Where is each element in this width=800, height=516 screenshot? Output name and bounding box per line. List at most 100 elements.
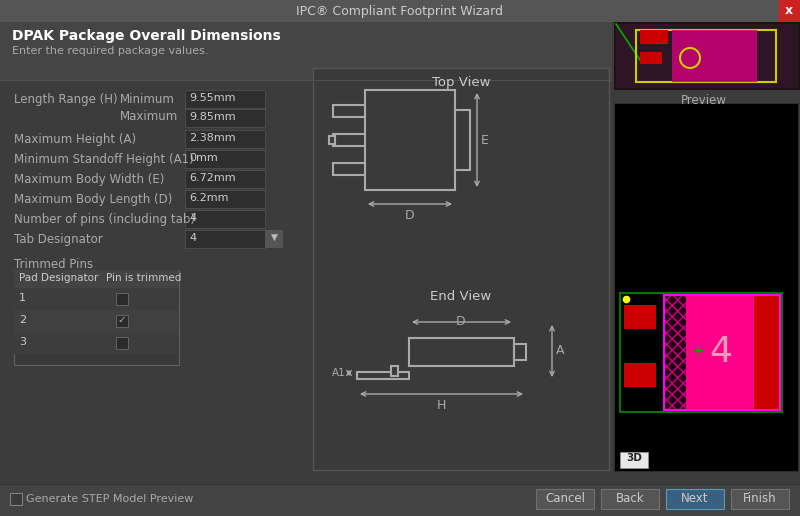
Text: Maximum Body Width (E): Maximum Body Width (E) — [14, 173, 164, 186]
Text: Maximum: Maximum — [120, 110, 178, 123]
Bar — [116, 293, 128, 305]
Text: Length Range (H): Length Range (H) — [14, 93, 118, 106]
Text: 9.85mm: 9.85mm — [189, 112, 236, 122]
Bar — [391, 366, 398, 376]
Bar — [640, 52, 662, 64]
Text: D: D — [405, 209, 415, 222]
Bar — [0, 22, 612, 80]
Bar — [185, 190, 265, 208]
Text: 3: 3 — [19, 337, 26, 347]
Text: Generate STEP Model Preview: Generate STEP Model Preview — [26, 494, 194, 504]
Bar — [620, 452, 648, 468]
Bar — [185, 170, 265, 188]
Text: Minimum Standoff Height (A1): Minimum Standoff Height (A1) — [14, 153, 194, 166]
Bar — [672, 30, 757, 82]
Bar — [185, 109, 265, 127]
Bar — [636, 30, 776, 82]
Bar — [664, 295, 780, 410]
Bar — [731, 489, 789, 509]
Text: 6.2mm: 6.2mm — [189, 193, 229, 203]
Bar — [624, 363, 656, 387]
Text: 2: 2 — [19, 315, 26, 325]
Bar — [0, 80, 612, 81]
Text: Pad Designator: Pad Designator — [19, 273, 98, 283]
Text: Enter the required package values.: Enter the required package values. — [12, 46, 209, 56]
Bar — [409, 338, 514, 366]
Text: Maximum Body Length (D): Maximum Body Length (D) — [14, 193, 172, 206]
Bar — [614, 103, 798, 471]
Text: Minimum: Minimum — [120, 93, 175, 106]
Bar — [455, 110, 470, 170]
Text: 4: 4 — [189, 233, 196, 243]
Text: Trimmed Pins: Trimmed Pins — [14, 258, 93, 271]
Text: 4: 4 — [189, 213, 196, 223]
Text: H: H — [436, 399, 446, 412]
Bar — [185, 210, 265, 228]
Bar — [624, 305, 656, 329]
Text: A: A — [556, 345, 565, 358]
Text: Finish: Finish — [743, 492, 777, 505]
Bar — [686, 295, 780, 410]
Bar — [779, 0, 800, 22]
Bar — [622, 295, 664, 410]
Text: Preview: Preview — [681, 94, 727, 107]
Text: Next: Next — [682, 492, 709, 505]
Bar — [664, 295, 686, 410]
Text: ▼: ▼ — [270, 233, 278, 242]
Text: 0mm: 0mm — [189, 153, 218, 163]
Bar — [14, 288, 179, 310]
Bar — [14, 270, 179, 365]
Bar — [620, 293, 782, 412]
Bar — [357, 372, 409, 379]
Text: Tab Designator: Tab Designator — [14, 233, 102, 246]
Bar — [536, 489, 594, 509]
Bar — [754, 295, 780, 410]
Bar — [14, 332, 179, 354]
Bar — [185, 230, 265, 248]
Bar — [616, 24, 798, 88]
Text: 3D: 3D — [626, 453, 642, 463]
Bar — [10, 493, 22, 505]
Text: 1: 1 — [19, 293, 26, 303]
Text: Cancel: Cancel — [545, 492, 585, 505]
Bar — [329, 136, 335, 144]
Bar — [365, 90, 455, 190]
Bar — [666, 489, 724, 509]
Bar — [265, 230, 283, 248]
Bar — [664, 295, 686, 410]
Text: 6.72mm: 6.72mm — [189, 173, 236, 183]
Bar — [116, 315, 128, 327]
Text: E: E — [481, 134, 489, 147]
Bar — [333, 163, 365, 175]
Bar — [640, 30, 668, 44]
Bar — [14, 310, 179, 332]
Text: ✓: ✓ — [118, 315, 126, 325]
Bar — [0, 484, 800, 516]
Bar — [614, 22, 800, 90]
Bar — [0, 0, 800, 22]
Text: 4: 4 — [710, 335, 733, 369]
Bar — [313, 68, 609, 470]
Text: Back: Back — [616, 492, 644, 505]
Bar — [333, 105, 365, 117]
Text: +: + — [692, 345, 704, 360]
Text: Pin is trimmed: Pin is trimmed — [106, 273, 182, 283]
Bar — [333, 134, 365, 146]
Bar — [185, 150, 265, 168]
Bar — [185, 90, 265, 108]
Bar — [14, 270, 179, 288]
Text: 9.55mm: 9.55mm — [189, 93, 235, 103]
Bar — [0, 484, 800, 485]
Text: Number of pins (including tab): Number of pins (including tab) — [14, 213, 195, 226]
Text: IPC® Compliant Footprint Wizard: IPC® Compliant Footprint Wizard — [297, 5, 503, 18]
Text: A1: A1 — [332, 368, 346, 378]
Bar — [116, 337, 128, 349]
Bar — [185, 130, 265, 148]
Text: DPAK Package Overall Dimensions: DPAK Package Overall Dimensions — [12, 29, 281, 43]
Text: Maximum Height (A): Maximum Height (A) — [14, 133, 136, 146]
Text: x: x — [785, 5, 793, 18]
Bar — [514, 344, 526, 360]
Text: End View: End View — [430, 290, 492, 303]
Bar — [601, 489, 659, 509]
Text: Top View: Top View — [432, 76, 490, 89]
